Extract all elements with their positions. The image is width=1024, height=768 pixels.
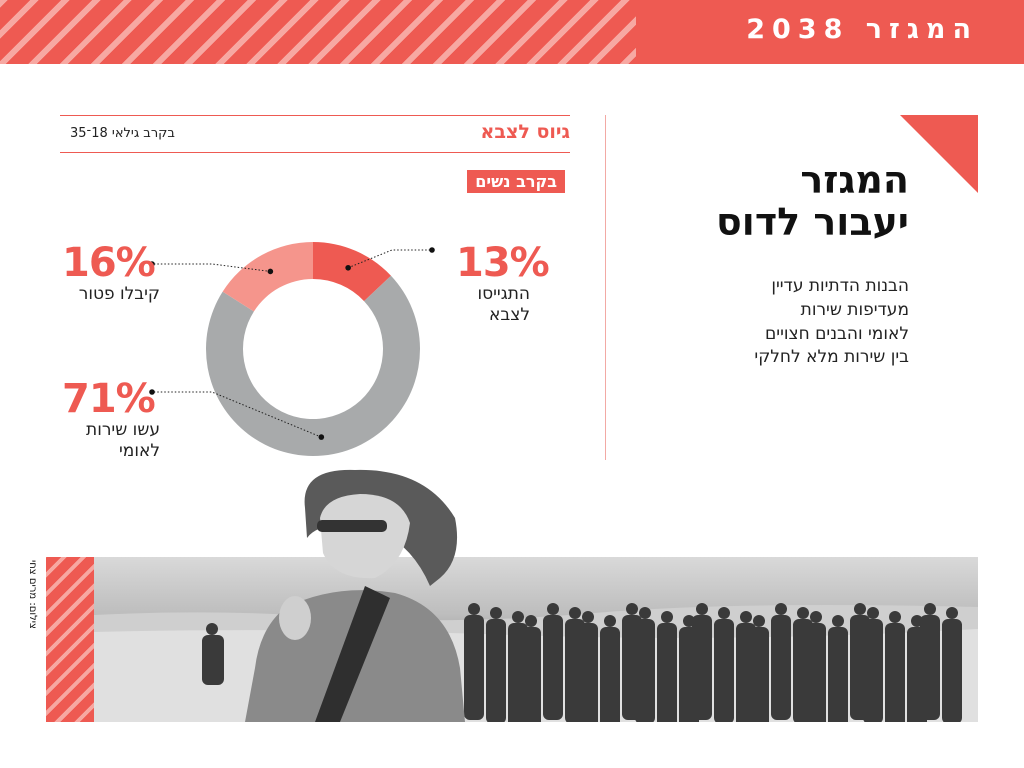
slice-category-national-service-line-2: לאומי bbox=[118, 441, 160, 462]
crowd-soldier-body bbox=[942, 619, 962, 722]
crowd-soldier-body bbox=[486, 619, 506, 722]
photo-stripe-decoration bbox=[46, 557, 94, 722]
photo-credit: צילום: מרים צחי bbox=[27, 560, 38, 629]
donut-slice-enlisted bbox=[313, 242, 391, 302]
crowd-soldier-body bbox=[578, 623, 598, 722]
crowd-soldier-head bbox=[753, 615, 765, 627]
crowd-soldier-head bbox=[604, 615, 616, 627]
slice-category-national-service: עשו שירות לאומי bbox=[40, 420, 160, 463]
donut-slices bbox=[205, 242, 420, 457]
crowd-soldier-head bbox=[797, 607, 809, 619]
crowd-soldier-body bbox=[600, 627, 620, 722]
crowd-soldier-head bbox=[775, 603, 787, 615]
leader-lines bbox=[149, 247, 435, 440]
slice-category-exempt: קיבלו פטור bbox=[40, 284, 160, 305]
slice-value-label-enlisted: 13% bbox=[456, 240, 550, 286]
slice-value-label-exempt: 16% bbox=[62, 240, 156, 286]
crowd-soldier-body bbox=[749, 627, 769, 722]
crowd-soldier-body bbox=[828, 627, 848, 722]
intro-line-2: מעדיפות שירות bbox=[800, 299, 909, 320]
intro-text: הבנות הדתיות עדיין מעדיפות שירות לאומי ו… bbox=[609, 275, 909, 370]
crowd-soldier-body bbox=[657, 623, 677, 722]
crowd-soldier-head bbox=[569, 607, 581, 619]
crowd-soldier-head bbox=[626, 603, 638, 615]
crowd-soldier-body bbox=[692, 615, 712, 720]
crowd-soldier-body bbox=[920, 615, 940, 720]
leader-line-national-service-start-dot bbox=[318, 434, 325, 440]
leader-line-enlisted bbox=[347, 249, 432, 269]
crowd-soldier-head bbox=[740, 611, 752, 623]
headline-line-1: המגזר bbox=[800, 158, 909, 202]
crowd-soldier-head bbox=[924, 603, 936, 615]
chart-title: גיוס לצבא bbox=[480, 121, 570, 143]
crowd-soldier-body bbox=[521, 627, 541, 722]
chart-header-rule-top bbox=[60, 115, 570, 116]
leader-line-national-service bbox=[152, 391, 322, 438]
crowd-soldier-head bbox=[525, 615, 537, 627]
crowd-soldier-head bbox=[832, 615, 844, 627]
slice-category-enlisted: התגייסו לצבא bbox=[440, 284, 530, 327]
brand-title: המגזר 2038 bbox=[746, 14, 978, 45]
crowd-soldier-head bbox=[854, 603, 866, 615]
headline: המגזר יעבור לדוס bbox=[609, 158, 909, 244]
crowd-soldier-body bbox=[885, 623, 905, 722]
crowd-soldier-head bbox=[547, 603, 559, 615]
crowd-soldier-head bbox=[696, 603, 708, 615]
soldier-portrait bbox=[245, 469, 465, 722]
slice-category-enlisted-line-1: התגייסו bbox=[477, 284, 530, 304]
crowd-soldier-head bbox=[946, 607, 958, 619]
leader-line-exempt bbox=[152, 263, 271, 272]
chart-subtitle: בקרב גילאי 18־35 bbox=[70, 126, 175, 141]
crowd-soldier-body bbox=[543, 615, 563, 720]
crowd-soldier-head bbox=[582, 611, 594, 623]
crowd-soldier-body bbox=[464, 615, 484, 720]
crowd-soldier-body bbox=[771, 615, 791, 720]
intro-line-3: לאומי והבנים חצויים bbox=[765, 323, 909, 344]
banner-solid-block bbox=[636, 0, 1024, 64]
crowd-soldier-head bbox=[867, 607, 879, 619]
crowd-soldier-body bbox=[863, 619, 883, 722]
crowd-soldier-head bbox=[468, 603, 480, 615]
chart-header-rule-bottom bbox=[60, 152, 570, 153]
intro-line-4: בין שירות מלא לחלקי bbox=[754, 347, 909, 368]
intro-line-1: הבנות הדתיות עדיין bbox=[771, 276, 909, 296]
leader-line-enlisted-start-dot bbox=[345, 264, 351, 271]
crowd-soldier-body bbox=[806, 623, 826, 722]
crowd-soldier-head bbox=[889, 611, 901, 623]
donut-slice-national-service bbox=[205, 275, 420, 457]
slice-category-national-service-line-1: עשו שירות bbox=[86, 420, 160, 440]
group-badge: בקרב נשים bbox=[467, 170, 565, 193]
crowd-soldier-head bbox=[639, 607, 651, 619]
top-banner: המגזר 2038 bbox=[0, 0, 1024, 64]
crowd-soldier-head bbox=[490, 607, 502, 619]
slice-category-exempt-line-1: קיבלו פטור bbox=[78, 284, 160, 304]
crowd-soldier-head bbox=[661, 611, 673, 623]
donut-slice-exempt bbox=[222, 242, 313, 312]
crowd-soldier-head bbox=[718, 607, 730, 619]
crowd-soldier-body bbox=[714, 619, 734, 722]
section-divider bbox=[605, 115, 606, 460]
headline-line-2: יעבור לדוס bbox=[715, 199, 909, 244]
slice-category-enlisted-line-2: לצבא bbox=[489, 305, 530, 326]
leader-line-enlisted-end-dot bbox=[429, 247, 435, 253]
crowd-soldier-head bbox=[512, 611, 524, 623]
crowd-soldier-head bbox=[810, 611, 822, 623]
corner-triangle-decoration bbox=[900, 115, 978, 193]
crowd-soldier-body bbox=[635, 619, 655, 722]
leader-line-exempt-start-dot bbox=[267, 268, 274, 275]
slice-value-label-national-service: 71% bbox=[62, 376, 156, 422]
